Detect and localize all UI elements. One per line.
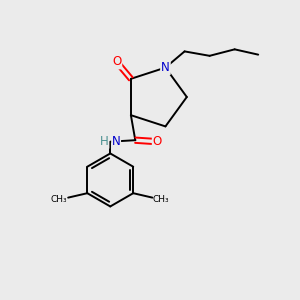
Text: O: O <box>153 135 162 148</box>
Text: CH₃: CH₃ <box>153 195 169 204</box>
Text: O: O <box>112 56 121 68</box>
Text: N: N <box>112 135 121 148</box>
Text: H: H <box>100 135 109 148</box>
Text: CH₃: CH₃ <box>51 195 68 204</box>
Text: N: N <box>161 61 170 74</box>
